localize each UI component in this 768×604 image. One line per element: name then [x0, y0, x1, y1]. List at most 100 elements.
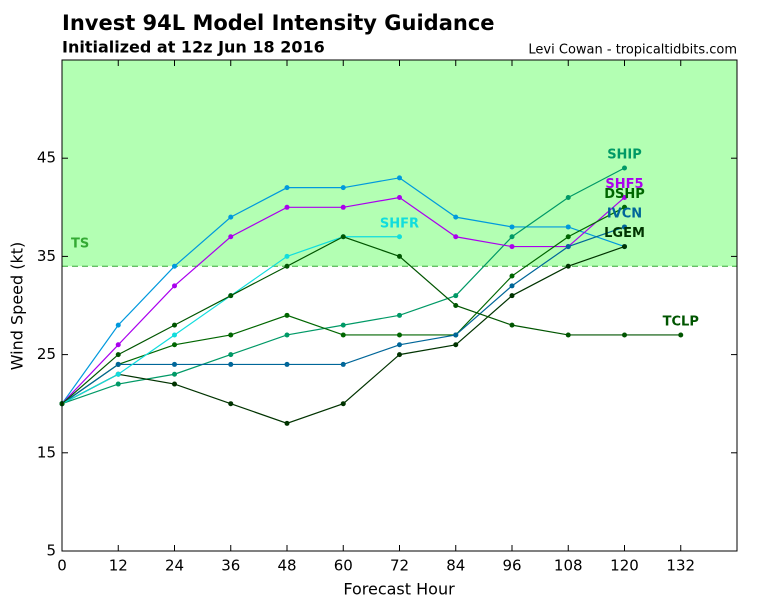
- x-tick-label: 36: [221, 557, 240, 575]
- x-axis-label: Forecast Hour: [343, 580, 455, 599]
- data-point: [340, 322, 346, 328]
- y-tick-label: 25: [37, 345, 56, 363]
- data-point: [509, 273, 515, 279]
- data-point: [509, 293, 515, 299]
- data-point: [622, 224, 627, 230]
- data-point: [397, 332, 402, 338]
- data-point: [453, 234, 459, 240]
- x-tick-label: 72: [390, 557, 409, 575]
- data-point: [397, 234, 402, 240]
- data-point: [565, 244, 571, 250]
- data-point: [509, 283, 515, 289]
- data-point: [340, 185, 346, 191]
- data-point: [509, 234, 515, 240]
- data-point: [397, 253, 402, 259]
- series-label: SHF5: [605, 177, 643, 192]
- data-point: [509, 244, 515, 250]
- data-point: [172, 332, 177, 338]
- data-point: [453, 332, 459, 338]
- x-tick-label: 48: [277, 557, 296, 575]
- data-point: [228, 214, 234, 220]
- x-tick-label: 84: [446, 557, 465, 575]
- data-point: [115, 381, 121, 387]
- data-point: [509, 224, 515, 230]
- data-point: [172, 361, 177, 367]
- series-label: SHIP: [607, 148, 642, 163]
- x-tick-label: 12: [109, 557, 128, 575]
- data-point: [453, 342, 459, 348]
- data-point: [678, 332, 684, 338]
- data-point: [340, 361, 346, 367]
- data-point: [622, 194, 627, 200]
- data-point: [115, 361, 121, 367]
- data-point: [172, 381, 177, 387]
- data-point: [453, 303, 459, 308]
- data-point: [509, 322, 515, 328]
- x-tick-label: 120: [610, 557, 639, 575]
- data-point: [228, 293, 234, 299]
- data-point: [565, 194, 571, 200]
- threshold-band: [62, 60, 737, 267]
- data-point: [565, 224, 571, 230]
- data-point: [284, 185, 290, 191]
- series-label: DSHP: [604, 187, 645, 202]
- data-point: [284, 253, 290, 259]
- data-point: [397, 175, 402, 181]
- data-point: [115, 322, 121, 328]
- data-point: [284, 263, 290, 269]
- data-point: [397, 342, 402, 348]
- data-point: [622, 204, 627, 210]
- x-tick-label: 0: [57, 557, 67, 575]
- data-point: [453, 214, 459, 220]
- data-point: [284, 312, 290, 318]
- data-point: [622, 332, 627, 338]
- y-tick-label: 35: [37, 247, 56, 265]
- data-point: [340, 332, 346, 338]
- series-label: SHFR: [380, 216, 419, 231]
- data-point: [340, 204, 346, 210]
- series-label: TCLP: [663, 314, 699, 329]
- data-point: [284, 204, 290, 210]
- x-tick-label: 24: [165, 557, 184, 575]
- data-point: [284, 361, 290, 367]
- x-tick-label: 96: [502, 557, 521, 575]
- data-point: [115, 352, 121, 358]
- x-tick-label: 60: [334, 557, 353, 575]
- data-point: [172, 283, 177, 289]
- y-tick-label: 45: [37, 149, 56, 167]
- data-point: [622, 244, 627, 250]
- x-tick-label: 132: [666, 557, 695, 575]
- data-point: [228, 401, 234, 407]
- data-point: [228, 361, 234, 367]
- x-tick-label: 108: [554, 557, 583, 575]
- data-point: [397, 312, 402, 318]
- data-point: [453, 293, 459, 299]
- y-tick-label: 15: [37, 443, 56, 461]
- data-point: [284, 420, 290, 426]
- credit: Levi Cowan - tropicaltidbits.com: [528, 43, 737, 58]
- chart-subtitle: Initialized at 12z Jun 18 2016: [62, 38, 325, 57]
- data-point: [228, 352, 234, 358]
- data-point: [172, 322, 177, 328]
- series-label: IVCN: [607, 206, 642, 221]
- data-point: [397, 194, 402, 200]
- data-point: [228, 332, 234, 338]
- data-point: [115, 371, 121, 377]
- data-point: [172, 342, 177, 348]
- data-point: [228, 234, 234, 240]
- data-point: [397, 352, 402, 358]
- plot-frame: [61, 59, 738, 552]
- data-point: [172, 371, 177, 377]
- data-point: [340, 234, 346, 240]
- data-point: [172, 263, 177, 269]
- data-point: [622, 165, 627, 171]
- y-tick-label: 5: [46, 542, 56, 560]
- data-point: [565, 263, 571, 269]
- data-point: [565, 332, 571, 338]
- data-point: [115, 342, 121, 348]
- data-point: [565, 234, 571, 240]
- series-line: [61, 236, 681, 405]
- threshold-label: TS: [71, 237, 89, 252]
- series-label: LGEM: [604, 226, 645, 241]
- data-point: [340, 401, 346, 407]
